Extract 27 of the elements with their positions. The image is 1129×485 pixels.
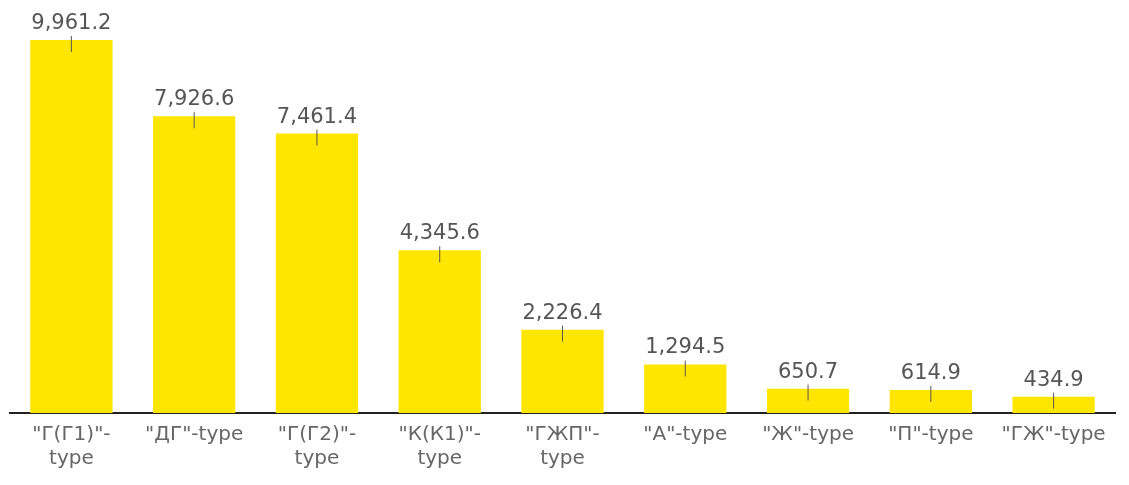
bar [644, 364, 727, 413]
data-label: 2,226.4 [522, 299, 603, 324]
data-label: 1,294.5 [645, 334, 726, 359]
x-tick-label: "Ж"-type [762, 421, 854, 446]
bar [889, 389, 972, 413]
x-tick-label: "ГЖП"-type [525, 421, 600, 470]
bar [398, 250, 481, 413]
x-tick-label: "К(К1)"-type [398, 421, 481, 470]
data-label: 7,461.4 [276, 103, 358, 128]
x-tick-label: "Г(Г2)"-type [277, 421, 357, 470]
bar [1012, 396, 1095, 413]
bar [521, 329, 604, 413]
bar [30, 40, 113, 413]
data-label: 650.7 [777, 358, 839, 383]
bar [153, 116, 236, 413]
data-label: 434.9 [1023, 366, 1084, 391]
data-label: 7,926.6 [154, 86, 235, 111]
x-tick-label: "ДГ"-type [145, 421, 244, 446]
x-tick-label: "ГЖ"-type [1001, 421, 1106, 446]
data-label: 4,345.6 [399, 220, 480, 245]
x-tick-label: "П"-type [888, 421, 974, 446]
bar [766, 388, 850, 413]
data-label: 9,961.2 [31, 9, 112, 34]
x-tick-label: "Г(Г1)"-type [32, 421, 111, 470]
data-label: 614.9 [900, 359, 961, 384]
x-tick-label: "А"-type [643, 421, 728, 446]
bar [275, 133, 359, 413]
